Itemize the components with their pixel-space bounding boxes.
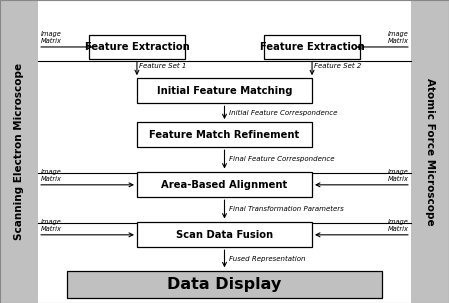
Bar (38, 0, 411, 303)
FancyBboxPatch shape (89, 35, 185, 59)
Bar (411, 0, 449, 303)
FancyBboxPatch shape (67, 271, 382, 298)
Text: Image
Matrix: Image Matrix (40, 219, 61, 232)
FancyBboxPatch shape (264, 35, 360, 59)
Text: Image
Matrix: Image Matrix (40, 31, 61, 44)
Text: Final Transformation Parameters: Final Transformation Parameters (229, 206, 344, 212)
Text: Image
Matrix: Image Matrix (388, 31, 409, 44)
Text: Image
Matrix: Image Matrix (40, 169, 61, 182)
Text: Feature Set 1: Feature Set 1 (139, 63, 187, 69)
Text: Feature Set 2: Feature Set 2 (314, 63, 362, 69)
FancyBboxPatch shape (137, 78, 312, 103)
Text: Image
Matrix: Image Matrix (388, 169, 409, 182)
Text: Scan Data Fusion: Scan Data Fusion (176, 230, 273, 240)
Text: Fused Representation: Fused Representation (229, 256, 305, 262)
FancyBboxPatch shape (137, 222, 312, 247)
Text: Initial Feature Correspondence: Initial Feature Correspondence (229, 110, 337, 116)
Text: Data Display: Data Display (167, 277, 282, 292)
FancyBboxPatch shape (137, 172, 312, 197)
Text: Feature Match Refinement: Feature Match Refinement (150, 130, 299, 140)
Text: Area-Based Alignment: Area-Based Alignment (161, 180, 288, 190)
Text: Image
Matrix: Image Matrix (388, 219, 409, 232)
Text: Scanning Electron Microscope: Scanning Electron Microscope (14, 63, 24, 240)
Text: Final Feature Correspondence: Final Feature Correspondence (229, 156, 335, 162)
Text: Feature Extraction: Feature Extraction (260, 42, 365, 52)
Text: Feature Extraction: Feature Extraction (84, 42, 189, 52)
Text: Initial Feature Matching: Initial Feature Matching (157, 86, 292, 96)
Text: Atomic Force Microscope: Atomic Force Microscope (425, 78, 435, 225)
Bar (0, 0, 38, 303)
FancyBboxPatch shape (137, 122, 312, 147)
